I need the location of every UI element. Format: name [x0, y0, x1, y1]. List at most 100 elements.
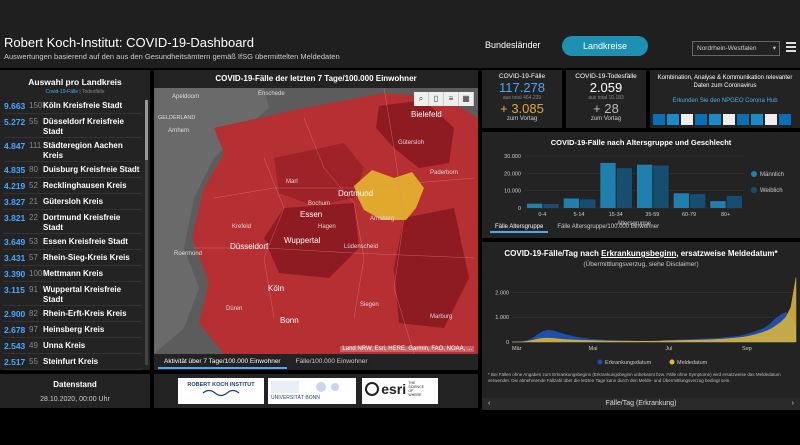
npgeo-hub-link[interactable]: Erkunden Sie den NPGEO Corona Hub: [672, 98, 778, 104]
map-title: COVID-19-Fälle der letzten 7 Tage/100.00…: [215, 74, 417, 83]
map-label: Roermond: [174, 251, 203, 257]
y-tick-label: 2.000: [495, 290, 509, 296]
bar-männlich-5-14: [563, 198, 579, 208]
bar-weiblich-15-34: [616, 168, 632, 208]
list-item[interactable]: 3.827 21 Gütersloh Kreis: [4, 194, 142, 210]
list-item[interactable]: 4.847 111 Städteregion Aachen Kreis: [4, 138, 142, 162]
list-item-name: Dortmund Kreisfreie Stadt: [43, 213, 121, 232]
search-icon[interactable]: ⌕: [414, 92, 429, 106]
map-canvas[interactable]: [154, 88, 478, 354]
layers-icon[interactable]: ≡: [444, 92, 459, 106]
map-label: Marl: [286, 179, 298, 185]
hub-category-icon[interactable]: [667, 114, 679, 125]
rki-wave-icon: [202, 389, 240, 397]
tab-faelle-tag-erkrankung[interactable]: ‹ Fälle/Tag (Erkrankung) ›: [482, 398, 800, 410]
tab-faelle-altersgruppe[interactable]: Fälle Altersgruppe: [490, 223, 549, 233]
list-item-secondary: 82: [29, 309, 38, 318]
list-item-secondary: 22: [29, 213, 38, 222]
y-tick-label: 10.000: [504, 189, 521, 195]
list-item[interactable]: 3.115 91 Wuppertal Kreisfreie Stadt: [4, 282, 142, 306]
list-item-value: 9.663: [4, 101, 26, 111]
chevron-right-icon[interactable]: ›: [791, 400, 794, 407]
list-item-value: 4.847: [4, 141, 26, 151]
hub-category-icon[interactable]: [723, 114, 735, 125]
list-item-secondary: 52: [29, 181, 38, 190]
y-tick-label: 30.000: [504, 154, 521, 160]
map-label: Bielefeld: [411, 110, 442, 119]
hub-category-icon[interactable]: [681, 114, 693, 125]
kpi-cases-value: 117.278: [498, 80, 546, 95]
bar-weiblich-80+: [726, 195, 742, 208]
daily-chart-footnote: * Bei Fällen ohne Angaben zum Erkrankung…: [488, 372, 781, 383]
map-region-sauerland: [394, 208, 469, 328]
map-label: Lüdenscheid: [344, 244, 379, 250]
list-item[interactable]: 3.649 53 Essen Kreisfreie Stadt: [4, 234, 142, 250]
menu-icon[interactable]: [786, 42, 796, 54]
bar-weiblich-5-14: [580, 199, 596, 208]
region-select-value: Nordrhein-Westfalen: [697, 45, 757, 52]
map-label: Köln: [268, 284, 285, 293]
age-chart[interactable]: 0 10.000 20.000 30.000 0-4 5-14 15-34 35-59 60-7…: [482, 150, 800, 228]
list-item-name: Heinsberg Kreis: [43, 325, 105, 334]
daily-chart[interactable]: 0 1.000 2.000 Mär Mai Jul Sep Erkrankungsdatum M…: [482, 272, 800, 368]
date-panel: Datenstand 28.10.2020, 00:00 Uhr: [0, 374, 150, 408]
map-label: Marburg: [430, 314, 453, 320]
list-item-value: 2.900: [4, 309, 26, 319]
list-item[interactable]: 5.272 55 Düsseldorf Kreisfreie Stadt: [4, 114, 142, 138]
list-item-secondary: 97: [29, 325, 38, 334]
list-item-value: 3.115: [4, 285, 25, 295]
hub-category-icon[interactable]: [737, 114, 749, 125]
kpi-deaths-total: aus total 10.183: [588, 95, 624, 101]
map-label: Wuppertal: [284, 236, 321, 245]
y-tick-label: 0: [506, 340, 509, 346]
kpi-deaths-value: 2.059: [589, 80, 623, 95]
hub-category-icon[interactable]: [751, 114, 763, 125]
list-item-name: Gütersloh Kreis: [43, 197, 104, 206]
list-item[interactable]: 2.900 82 Rhein-Erft-Kreis Kreis: [4, 306, 142, 322]
hub-category-icon[interactable]: [695, 114, 707, 125]
list-item-name: Städteregion Aachen Kreis: [43, 141, 123, 160]
tab-faelle-100k[interactable]: Fälle/100.000 Einwohner: [289, 356, 374, 369]
list-item[interactable]: 9.663 150 Köln Kreisfreie Stadt: [4, 98, 142, 114]
uni-bonn-logo[interactable]: UNIVERSITÄT BONN: [268, 378, 356, 404]
legend-marker: [751, 171, 757, 177]
x-tick-label: 0-4: [538, 212, 546, 218]
list-item[interactable]: 3.431 57 Rhein-Sieg-Kreis Kreis: [4, 250, 142, 266]
nav-bundeslaender[interactable]: Bundesländer: [485, 40, 541, 50]
list-item[interactable]: 2.517 55 Steinfurt Kreis: [4, 354, 142, 370]
list-item[interactable]: 3.821 22 Dortmund Kreisfreie Stadt: [4, 210, 142, 234]
list-item[interactable]: 4.219 52 Recklinghausen Kreis: [4, 178, 142, 194]
hub-category-icon[interactable]: [779, 114, 791, 125]
hub-category-icon[interactable]: [653, 114, 665, 125]
region-select[interactable]: Nordrhein-Westfalen ▾: [692, 41, 780, 56]
list-item[interactable]: 2.678 97 Heinsberg Kreis: [4, 322, 142, 338]
header: Robert Koch-Institut: COVID-19-Dashboard…: [0, 0, 800, 68]
bar-männlich-0-4: [527, 203, 543, 208]
list-item[interactable]: 2.543 49 Unna Kreis: [4, 338, 142, 354]
map-label: Bonn: [280, 316, 299, 325]
esri-logo[interactable]: esri THE SCIENCE OF WHERE: [362, 378, 438, 404]
rki-logo[interactable]: ROBERT KOCH INSTITUT: [178, 378, 264, 404]
daily-chart-title-part: , ersatzweise Meldedatum*: [676, 249, 778, 258]
map-label: Bochum: [308, 201, 331, 207]
y-tick-label: 0: [518, 206, 521, 212]
bar-männlich-35-59: [637, 164, 653, 208]
map-label: Krefeld: [232, 224, 252, 230]
hub-category-icon[interactable]: [709, 114, 721, 125]
map-region-highlight[interactable]: [354, 170, 424, 220]
list-item[interactable]: 4.835 80 Duisburg Kreisfreie Stadt: [4, 162, 142, 178]
tab-faelle-altersgruppe-100k[interactable]: Fälle Altersgruppe/100.000 Einwohner: [557, 224, 660, 230]
list-item[interactable]: 3.390 100 Mettmann Kreis: [4, 266, 142, 282]
nav-landkreise[interactable]: Landkreise: [562, 36, 648, 56]
map-borders: [194, 88, 475, 354]
chevron-left-icon[interactable]: ‹: [488, 400, 491, 407]
list-toggle-deaths[interactable]: Todesfälle: [82, 89, 105, 95]
grid-icon[interactable]: ▦: [459, 92, 474, 106]
bookmark-icon[interactable]: ▯: [429, 92, 444, 106]
hub-category-icon[interactable]: [765, 114, 777, 125]
list-toggle-cases[interactable]: Covid-19-Fälle: [45, 89, 78, 95]
map[interactable]: ⌕ ▯ ≡ ▦ Apeldoorn Enschede GELDERLAND Ar…: [154, 88, 478, 354]
list-scrollbar[interactable]: [145, 100, 148, 365]
landkreis-list-panel: Auswahl pro Landkreis Covid-19-Fälle | T…: [0, 70, 150, 370]
tab-aktivitaet[interactable]: Aktivität über 7 Tage/100.000 Einwohner: [158, 356, 287, 369]
